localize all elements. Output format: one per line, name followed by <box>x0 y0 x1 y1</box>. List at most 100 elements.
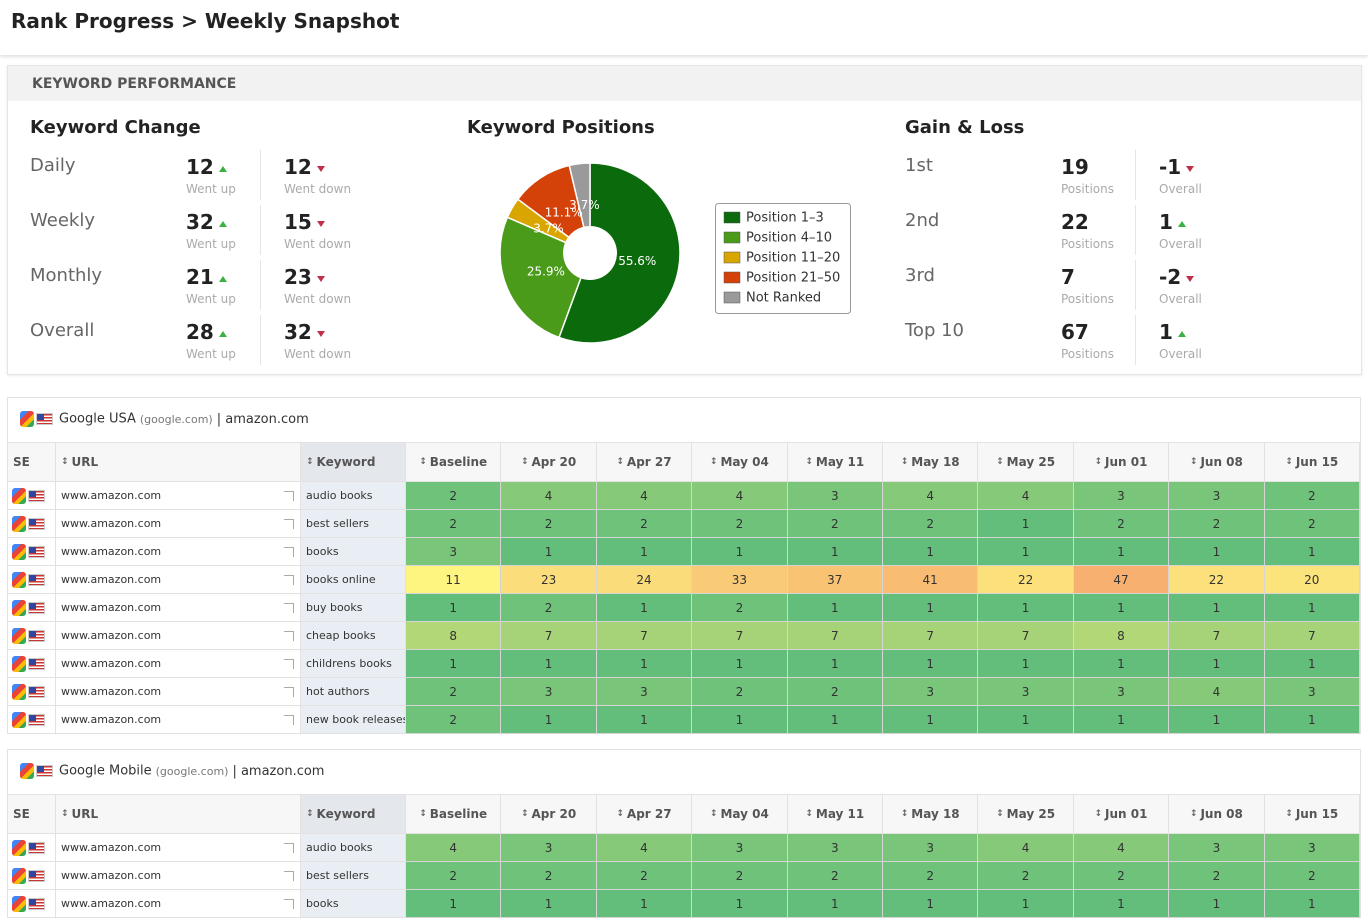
legend-swatch <box>723 211 741 224</box>
rank-cell: 1 <box>978 706 1074 734</box>
column-header: Jun 08 <box>1169 442 1265 482</box>
rank-cell: 8 <box>406 622 502 650</box>
rank-cell: 3 <box>1264 678 1360 706</box>
rank-cell: 2 <box>1169 862 1265 890</box>
rank-cell: 2 <box>787 678 883 706</box>
url-text: www.amazon.com <box>61 685 162 698</box>
slice-label: 3.7% <box>569 198 600 212</box>
rank-cell: 1 <box>501 650 597 678</box>
table-title: Google Mobile (google.com) | amazon.com <box>20 763 324 779</box>
metric-label: Went up <box>186 347 236 361</box>
se-cell <box>8 566 56 594</box>
se-cell <box>8 650 56 678</box>
se-cell <box>8 622 56 650</box>
engine-icon <box>12 683 26 700</box>
metric: 22 <box>1061 210 1089 234</box>
engine-domain: (google.com) <box>139 412 213 426</box>
column-header: Baseline <box>406 794 502 834</box>
rank-cell: 3 <box>501 678 597 706</box>
divider <box>260 150 261 200</box>
engine-icon <box>12 543 26 560</box>
rank-cell: 3 <box>596 678 693 706</box>
rank-cell: 1 <box>1073 890 1170 918</box>
row-label: Daily <box>30 155 76 176</box>
rank-cell: 1 <box>978 510 1074 538</box>
keyword-cell: cheap books <box>301 622 406 650</box>
arrow-up <box>218 275 227 282</box>
rank-cell: 3 <box>1264 834 1360 862</box>
rank-cell: 7 <box>787 622 883 650</box>
rank-cell: 23 <box>501 566 597 594</box>
rank-cell: 3 <box>883 678 979 706</box>
url-text: www.amazon.com <box>61 869 162 882</box>
keyword-cell: books <box>301 890 406 918</box>
metric: 32 <box>284 320 325 344</box>
rank-cell: 1 <box>406 594 502 622</box>
arrow-down <box>316 220 325 227</box>
arrow-down <box>1186 165 1195 172</box>
row-label: Top 10 <box>905 320 965 341</box>
engine-icon <box>12 895 26 912</box>
url-cell: www.amazon.com <box>56 834 301 862</box>
rank-cell: 20 <box>1264 566 1360 594</box>
rank-cell: 3 <box>883 834 979 862</box>
url-text: www.amazon.com <box>61 629 162 642</box>
legend-label: Position 1–3 <box>746 211 824 226</box>
keyword-cell: new book releases <box>301 706 406 734</box>
column-header: May 18 <box>883 794 979 834</box>
se-cell <box>8 834 56 862</box>
flag-icon <box>28 841 45 854</box>
rank-cell: 2 <box>692 510 788 538</box>
url-text: www.amazon.com <box>61 601 162 614</box>
column-header: Jun 01 <box>1073 794 1170 834</box>
legend-label: Position 4–10 <box>746 231 832 246</box>
rank-cell: 1 <box>978 890 1074 918</box>
metric-value: 67 <box>1061 320 1089 344</box>
metric-label: Positions <box>1061 347 1114 361</box>
metric: 1 <box>1159 210 1186 234</box>
panel-title: KEYWORD PERFORMANCE <box>32 76 237 92</box>
column-header: May 25 <box>978 794 1074 834</box>
legend-swatch <box>723 271 741 284</box>
url-cell: www.amazon.com <box>56 678 301 706</box>
metric-label: Went down <box>284 237 352 251</box>
divider <box>260 260 261 310</box>
legend-label: Position 11–20 <box>746 251 840 266</box>
rank-cell: 7 <box>1264 622 1360 650</box>
engine-name: Google Mobile <box>59 763 152 779</box>
rank-cell: 7 <box>501 622 597 650</box>
flag-icon <box>28 545 45 558</box>
engine-icon <box>20 763 34 779</box>
rank-cell: 4 <box>1073 834 1170 862</box>
keyword-cell: books <box>301 538 406 566</box>
rank-cell: 2 <box>883 510 979 538</box>
arrow-down <box>1186 275 1195 282</box>
rank-cell: 1 <box>1169 890 1265 918</box>
rank-cell: 2 <box>692 862 788 890</box>
rank-cell: 1 <box>1264 538 1360 566</box>
rank-cell: 3 <box>1073 482 1170 510</box>
slice-label: 11.1% <box>545 205 583 219</box>
engine-domain: (google.com) <box>155 764 229 778</box>
arrow-up <box>218 330 227 337</box>
url-text: www.amazon.com <box>61 489 162 502</box>
pie-hole <box>563 226 617 280</box>
site-name: | amazon.com <box>232 763 325 779</box>
metric: 19 <box>1061 155 1089 179</box>
rank-cell: 4 <box>883 482 979 510</box>
rank-cell: 1 <box>883 890 979 918</box>
chart-title: Keyword Positions <box>467 117 655 138</box>
divider <box>1135 315 1136 365</box>
engine-icon <box>20 411 34 427</box>
rank-cell: 4 <box>596 482 693 510</box>
rank-cell: 7 <box>692 622 788 650</box>
keyword-cell: audio books <box>301 834 406 862</box>
rank-cell: 1 <box>883 706 979 734</box>
metric-value: -2 <box>1159 265 1182 289</box>
rank-cell: 3 <box>787 834 883 862</box>
rank-cell: 2 <box>787 862 883 890</box>
rank-cell: 2 <box>787 510 883 538</box>
url-text: www.amazon.com <box>61 657 162 670</box>
flag-icon <box>28 713 45 726</box>
rank-cell: 1 <box>1264 890 1360 918</box>
